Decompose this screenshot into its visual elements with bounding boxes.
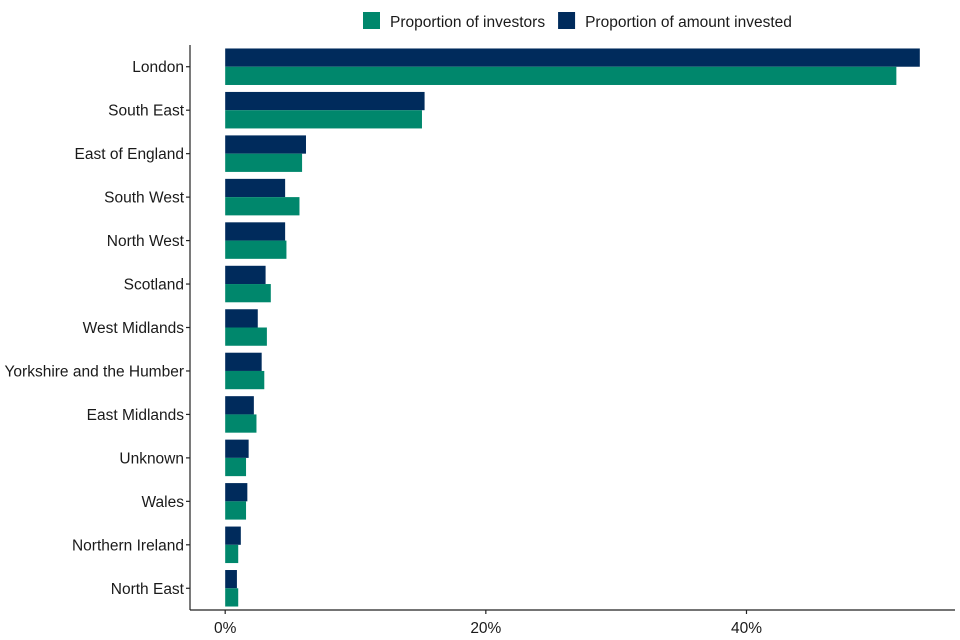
bar-investors-northern-ireland [225, 544, 239, 564]
bar-investors-east-of-england [225, 153, 303, 172]
bar-amount-north-east [225, 570, 237, 589]
y-tick-label: Wales [142, 494, 185, 511]
bar-amount-northern-ireland [225, 526, 241, 545]
x-tick-label: 20% [470, 620, 501, 637]
y-tick-label: West Midlands [83, 320, 185, 337]
bars [225, 48, 920, 607]
y-tick-label: Yorkshire and the Humber [5, 363, 185, 380]
bar-investors-wales [225, 501, 247, 520]
bar-amount-east-of-england [225, 135, 306, 154]
bar-investors-west-midlands [225, 327, 267, 346]
y-tick-label: London [132, 59, 184, 76]
legend: Proportion of investors Proportion of amo… [363, 12, 792, 31]
bar-amount-south-west [225, 178, 286, 198]
bar-amount-west-midlands [225, 309, 258, 328]
bar-investors-yorkshire-and-the-humber [225, 370, 265, 390]
x-tick-label: 0% [214, 620, 237, 637]
y-tick-label: East of England [75, 146, 184, 163]
bar-amount-london [225, 48, 920, 67]
bar-amount-yorkshire-and-the-humber [225, 352, 262, 371]
y-tick-label: South West [104, 190, 185, 207]
bar-amount-unknown [225, 439, 249, 458]
bar-investors-south-west [225, 197, 300, 216]
y-tick-label: Northern Ireland [72, 537, 184, 554]
bar-amount-east-midlands [225, 396, 254, 415]
bar-investors-london [225, 66, 897, 85]
bar-investors-east-midlands [225, 414, 257, 433]
y-tick-label: North East [111, 581, 185, 598]
axes: London South East East of England South Wes… [5, 45, 955, 637]
bar-amount-south-east [225, 91, 425, 111]
y-tick-label: East Midlands [87, 407, 185, 424]
y-tick-label: South East [108, 103, 185, 120]
legend-swatch-amount [558, 12, 576, 29]
y-tick-label: Scotland [124, 277, 184, 294]
bar-amount-scotland [225, 265, 266, 285]
bar-investors-south-east [225, 110, 422, 129]
bar-amount-wales [225, 483, 248, 502]
x-tick-label: 40% [731, 620, 762, 637]
legend-label-investors: Proportion of investors [390, 14, 545, 31]
bar-investors-north-west [225, 240, 287, 259]
bar-investors-scotland [225, 284, 271, 303]
legend-swatch-investors [363, 12, 380, 29]
y-tick-label: Unknown [119, 450, 184, 467]
bar-amount-north-west [225, 222, 286, 241]
y-tick-label: North West [107, 233, 185, 250]
bar-investors-north-east [225, 588, 239, 607]
legend-label-amount: Proportion of amount invested [585, 14, 792, 31]
bar-investors-unknown [225, 457, 247, 477]
